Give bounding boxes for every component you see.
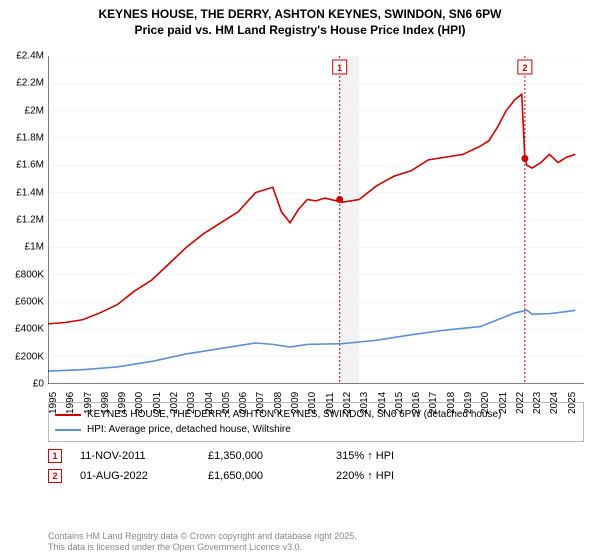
y-tick-label: £2.4M (4, 51, 44, 62)
svg-text:2: 2 (522, 63, 527, 73)
legend-item: HPI: Average price, detached house, Wilt… (55, 422, 577, 437)
y-tick-label: £1.6M (4, 160, 44, 171)
sale-marker-chip: 2 (48, 469, 62, 483)
sale-price: £1,650,000 (208, 470, 318, 482)
legend-label: HPI: Average price, detached house, Wilt… (87, 422, 291, 437)
svg-text:1: 1 (337, 63, 342, 73)
legend-label: KEYNES HOUSE, THE DERRY, ASHTON KEYNES, … (87, 407, 501, 422)
sale-markers-table: 1 11-NOV-2011 £1,350,000 315% ↑ HPI 2 01-AUG-… (48, 446, 584, 486)
chart-area: 12 £0£200K£400K£600K£800K£1M£1.2M£1.4M£1… (48, 56, 584, 384)
chart-title: KEYNES HOUSE, THE DERRY, ASHTON KEYNES, … (0, 0, 600, 40)
title-line-2: Price paid vs. HM Land Registry's House … (10, 22, 590, 38)
legend: KEYNES HOUSE, THE DERRY, ASHTON KEYNES, … (48, 402, 584, 442)
sale-date: 11-NOV-2011 (80, 450, 190, 462)
y-tick-label: £200K (4, 351, 44, 362)
y-tick-label: £2.2M (4, 78, 44, 89)
y-axis-ticks: £0£200K£400K£600K£800K£1M£1.2M£1.4M£1.6M… (4, 56, 44, 384)
sale-marker-row: 1 11-NOV-2011 £1,350,000 315% ↑ HPI (48, 446, 584, 466)
footer-attribution: Contains HM Land Registry data © Crown c… (48, 531, 584, 554)
sale-marker-chip: 1 (48, 449, 62, 463)
legend-swatch (55, 414, 81, 416)
sale-marker-row: 2 01-AUG-2022 £1,650,000 220% ↑ HPI (48, 466, 584, 486)
y-tick-label: £400K (4, 324, 44, 335)
footer-line-2: This data is licensed under the Open Gov… (48, 542, 584, 554)
sale-date: 01-AUG-2022 (80, 470, 190, 482)
y-tick-label: £1.4M (4, 187, 44, 198)
sale-price: £1,350,000 (208, 450, 318, 462)
y-tick-label: £1.8M (4, 133, 44, 144)
y-tick-label: £600K (4, 297, 44, 308)
sale-delta: 220% ↑ HPI (336, 470, 446, 482)
y-tick-label: £1.2M (4, 215, 44, 226)
sale-delta: 315% ↑ HPI (336, 450, 446, 462)
y-tick-label: £0 (4, 379, 44, 390)
title-line-1: KEYNES HOUSE, THE DERRY, ASHTON KEYNES, … (10, 6, 590, 22)
footer-line-1: Contains HM Land Registry data © Crown c… (48, 531, 584, 543)
line-chart: 12 (48, 56, 584, 384)
y-tick-label: £2M (4, 105, 44, 116)
y-tick-label: £800K (4, 269, 44, 280)
legend-item: KEYNES HOUSE, THE DERRY, ASHTON KEYNES, … (55, 407, 577, 422)
y-tick-label: £1M (4, 242, 44, 253)
legend-swatch (55, 429, 81, 431)
